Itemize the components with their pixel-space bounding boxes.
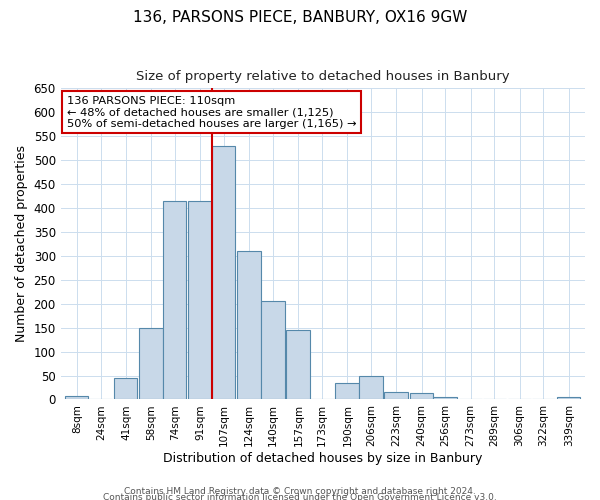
Bar xyxy=(433,397,457,400)
Bar xyxy=(65,396,88,400)
Text: Contains public sector information licensed under the Open Government Licence v3: Contains public sector information licen… xyxy=(103,492,497,500)
Text: Contains HM Land Registry data © Crown copyright and database right 2024.: Contains HM Land Registry data © Crown c… xyxy=(124,486,476,496)
Bar xyxy=(359,376,383,400)
Bar xyxy=(114,378,137,400)
Bar xyxy=(212,146,235,400)
Bar xyxy=(385,392,408,400)
Bar xyxy=(410,393,433,400)
Title: Size of property relative to detached houses in Banbury: Size of property relative to detached ho… xyxy=(136,70,509,83)
Bar xyxy=(557,397,580,400)
Bar xyxy=(238,251,261,400)
Bar xyxy=(335,382,359,400)
Text: 136 PARSONS PIECE: 110sqm
← 48% of detached houses are smaller (1,125)
50% of se: 136 PARSONS PIECE: 110sqm ← 48% of detac… xyxy=(67,96,356,128)
Bar xyxy=(188,201,212,400)
Bar xyxy=(286,330,310,400)
Bar xyxy=(163,201,187,400)
Y-axis label: Number of detached properties: Number of detached properties xyxy=(15,146,28,342)
Text: 136, PARSONS PIECE, BANBURY, OX16 9GW: 136, PARSONS PIECE, BANBURY, OX16 9GW xyxy=(133,10,467,25)
X-axis label: Distribution of detached houses by size in Banbury: Distribution of detached houses by size … xyxy=(163,452,482,465)
Bar xyxy=(261,302,284,400)
Bar xyxy=(139,328,163,400)
